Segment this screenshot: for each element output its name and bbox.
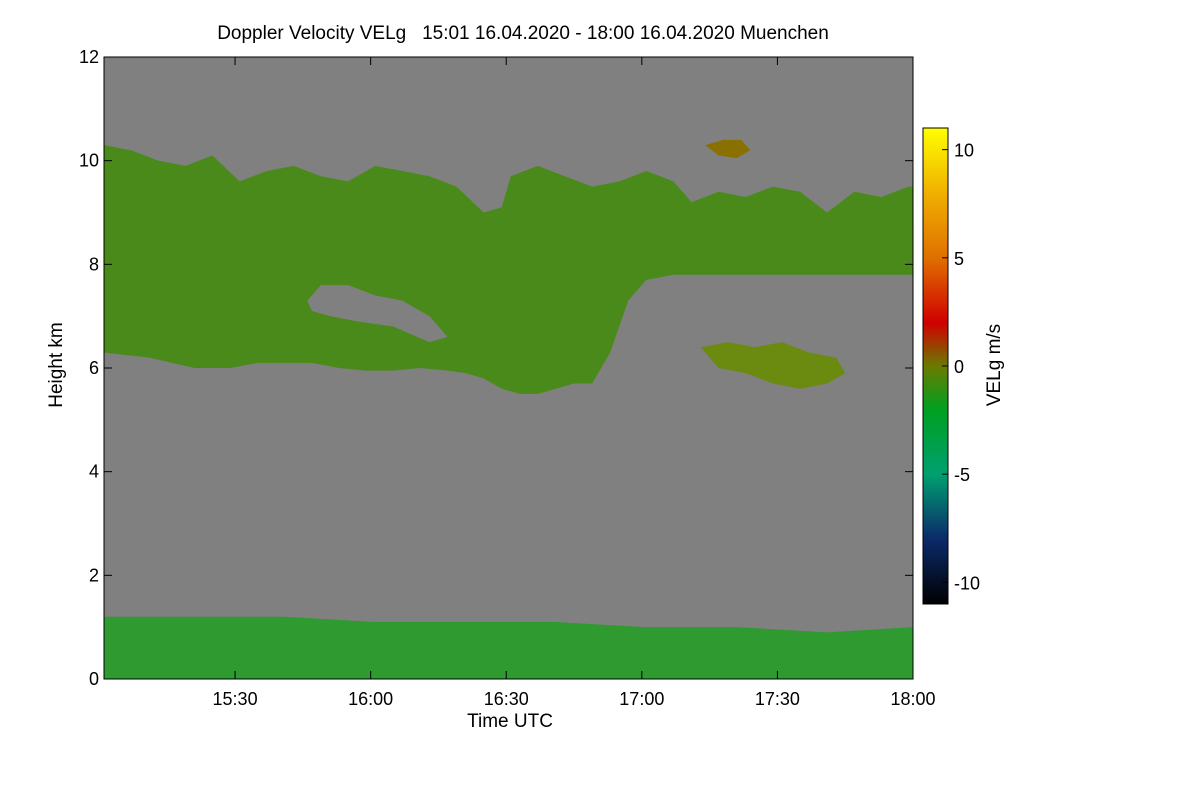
colorbar-tick-label: 10 xyxy=(954,141,974,161)
region-small-cloud-fragment xyxy=(705,139,751,159)
y-tick-label: 0 xyxy=(89,669,99,689)
region-clear-gap xyxy=(307,285,448,343)
chart-title: Doppler Velocity VELg 15:01 16.04.2020 -… xyxy=(217,23,829,44)
y-tick-label: 8 xyxy=(89,254,99,274)
y-tick-label: 12 xyxy=(79,47,99,67)
plot-area xyxy=(104,57,913,679)
y-tick-label: 10 xyxy=(79,151,99,171)
y-tick-label: 4 xyxy=(89,462,99,482)
colorbar-tick-label: -10 xyxy=(954,573,980,593)
y-axis-label: Height km xyxy=(46,322,67,408)
y-axis: 0 2 4 6 8 10 12 xyxy=(79,47,913,689)
region-upper-cloud-layer xyxy=(104,145,913,394)
x-axis-label: Time UTC xyxy=(467,711,553,732)
colorbar-tick-label: -5 xyxy=(954,465,970,485)
x-tick-label: 16:30 xyxy=(484,689,529,709)
x-tick-label: 15:30 xyxy=(213,689,258,709)
region-boundary-layer xyxy=(104,616,913,679)
x-tick-label: 16:00 xyxy=(348,689,393,709)
x-axis: 15:30 16:00 16:30 17:00 17:30 18:00 xyxy=(213,57,936,709)
colorbar-label: VELg m/s xyxy=(984,324,1005,406)
colorbar-tick-label: 5 xyxy=(954,249,964,269)
colorbar-axis: 10 5 0 -5 -10 xyxy=(942,141,980,593)
region-secondary-cloud-patch xyxy=(700,342,846,389)
x-tick-label: 17:30 xyxy=(755,689,800,709)
y-tick-label: 6 xyxy=(89,358,99,378)
colorbar-tick-label: 0 xyxy=(954,357,964,377)
x-tick-label: 18:00 xyxy=(890,689,935,709)
y-tick-label: 2 xyxy=(89,565,99,585)
x-tick-label: 17:00 xyxy=(619,689,664,709)
